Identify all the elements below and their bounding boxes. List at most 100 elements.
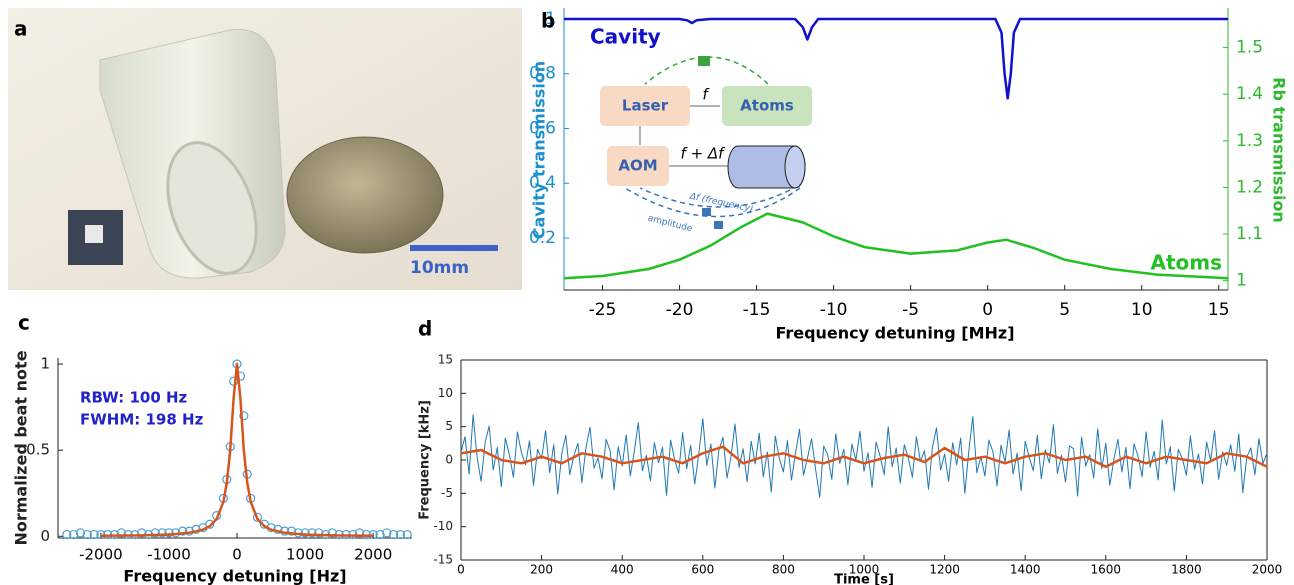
y2-tick-label: 1.3 xyxy=(1236,131,1263,151)
edge-label: f + Δf xyxy=(681,145,727,163)
x-tick-label: -5 xyxy=(902,300,919,320)
y2-tick-label: 1 xyxy=(1236,271,1247,291)
data-point xyxy=(395,529,406,540)
aom-box xyxy=(607,146,669,186)
series-line xyxy=(563,212,1229,280)
y-axis-label: Normalized beat note xyxy=(12,350,31,545)
edge-label: amplitude xyxy=(647,214,694,235)
data-point xyxy=(307,528,317,538)
data-point xyxy=(327,528,337,538)
feedback-loop xyxy=(639,187,791,208)
y-tick-label: 10 xyxy=(438,386,453,400)
y-tick-label: 0.8 xyxy=(529,64,556,84)
data-point xyxy=(205,519,215,529)
x-tick-label: -20 xyxy=(666,300,694,320)
y-tick-label: 0.5 xyxy=(26,441,50,459)
data-point xyxy=(239,411,249,421)
x-tick-label: 10 xyxy=(1131,300,1153,320)
data-point xyxy=(89,529,99,540)
x-tick-label: 1800 xyxy=(1171,563,1202,577)
series-line xyxy=(564,17,1228,100)
panel-label: c xyxy=(18,311,30,335)
data-point xyxy=(82,529,92,540)
node-label: Atoms xyxy=(740,97,794,115)
laser-box xyxy=(600,86,690,126)
x-axis-label: Frequency detuning [Hz] xyxy=(123,567,346,585)
data-point xyxy=(137,528,147,538)
x-tick-label: 2000 xyxy=(1252,563,1283,577)
x-tick-label: 0 xyxy=(232,546,242,564)
series-label: Atoms xyxy=(1150,251,1222,275)
node-label: Laser xyxy=(622,97,669,115)
data-point xyxy=(286,526,297,536)
data-point xyxy=(300,528,310,538)
annotation: RBW: 100 Hz xyxy=(80,389,188,407)
edge-label: Δf (frequency) xyxy=(688,191,754,214)
y2-tick-label: 1.4 xyxy=(1236,84,1263,104)
data-point xyxy=(157,528,167,538)
x-tick-label: 1000 xyxy=(286,546,324,564)
x-tick-label: 0 xyxy=(457,563,465,577)
series-line xyxy=(100,362,374,538)
spacer-hole xyxy=(85,225,103,243)
x-axis-label: Time [s] xyxy=(834,573,894,585)
cylinder-end xyxy=(166,141,258,275)
y-tick-label: 5 xyxy=(445,419,453,433)
x-tick-label: 400 xyxy=(611,563,634,577)
panel-label: d xyxy=(418,317,432,341)
data-point xyxy=(389,529,399,540)
series-line xyxy=(460,445,1268,468)
data-point xyxy=(402,529,412,540)
cavity-end xyxy=(784,145,806,189)
coin xyxy=(286,136,444,254)
y2-axis-label: Rb transmission xyxy=(1270,77,1289,223)
y-axis-label: Frequency [kHz] xyxy=(418,400,433,520)
x-tick-label: 1000 xyxy=(849,563,880,577)
x-tick-label: 600 xyxy=(691,563,714,577)
data-point xyxy=(382,528,392,538)
panel-label: a xyxy=(14,17,28,41)
node-label: AOM xyxy=(618,157,657,175)
x-tick-label: 1600 xyxy=(1091,563,1122,577)
y-tick-label: 0.2 xyxy=(529,228,556,248)
y2-tick-label: 1.1 xyxy=(1236,224,1263,244)
scale-bar xyxy=(410,245,498,251)
y-tick-label: 0 xyxy=(40,527,50,545)
data-point xyxy=(164,528,174,538)
x-tick-label: -2000 xyxy=(79,546,123,564)
atoms-box xyxy=(722,86,812,126)
data-point xyxy=(150,528,160,538)
x-tick-label: 2000 xyxy=(354,546,392,564)
y-axis-label: Cavity transmission xyxy=(530,61,549,239)
data-point xyxy=(314,528,324,538)
y-tick-label: 0 xyxy=(445,453,453,467)
y2-tick-label: 1.5 xyxy=(1236,38,1263,58)
y2-tick-label: 1.2 xyxy=(1236,177,1263,197)
x-tick-label: 15 xyxy=(1208,300,1230,320)
data-point xyxy=(375,529,385,540)
x-tick-label: -25 xyxy=(589,300,617,320)
edge-label: f xyxy=(702,86,710,104)
y-tick-label: -5 xyxy=(441,486,453,500)
x-tick-label: -15 xyxy=(743,300,771,320)
series-line xyxy=(460,414,1268,498)
data-point xyxy=(177,526,188,536)
x-tick-label: 5 xyxy=(1059,300,1070,320)
annotation: FWHM: 198 Hz xyxy=(80,411,204,429)
lock-icon xyxy=(698,56,710,66)
inset-diagram: Laser Atoms f AOM f + Δf Δf (frequency) … xyxy=(600,56,812,234)
x-axis-label: Frequency detuning [MHz] xyxy=(775,324,1014,343)
photo: 10mm a xyxy=(8,8,522,290)
x-tick-label: 200 xyxy=(530,563,553,577)
y-tick-label: 1 xyxy=(40,355,50,373)
lock-icon xyxy=(702,208,711,216)
x-tick-label: -10 xyxy=(820,300,848,320)
scale-label: 10mm xyxy=(410,258,469,278)
y-tick-label: 15 xyxy=(438,353,453,367)
y-tick-label: -10 xyxy=(433,519,453,533)
y-tick-label: 1 xyxy=(545,9,556,29)
x-tick-label: 1400 xyxy=(1010,563,1041,577)
y-tick-label: -15 xyxy=(433,553,453,567)
series-label: Cavity xyxy=(590,25,661,49)
